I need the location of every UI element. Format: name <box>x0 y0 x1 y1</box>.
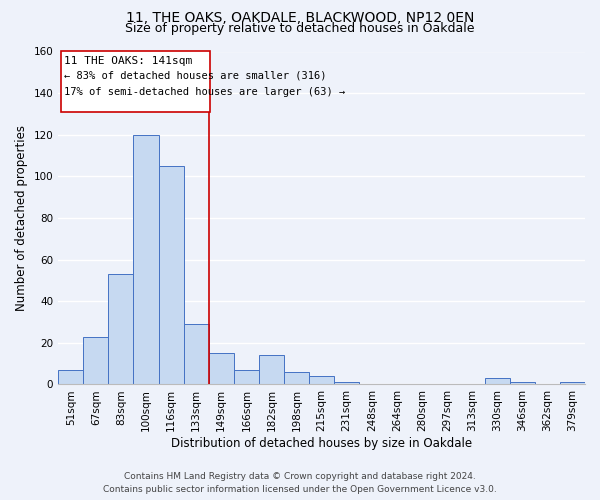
Bar <box>560 382 585 384</box>
Bar <box>58 370 83 384</box>
Bar <box>209 353 234 384</box>
Bar <box>510 382 535 384</box>
FancyBboxPatch shape <box>61 52 210 112</box>
Text: Size of property relative to detached houses in Oakdale: Size of property relative to detached ho… <box>125 22 475 35</box>
X-axis label: Distribution of detached houses by size in Oakdale: Distribution of detached houses by size … <box>171 437 472 450</box>
Text: 11 THE OAKS: 141sqm: 11 THE OAKS: 141sqm <box>64 56 193 66</box>
Bar <box>184 324 209 384</box>
Bar <box>234 370 259 384</box>
Bar <box>109 274 133 384</box>
Bar <box>259 356 284 384</box>
Bar <box>309 376 334 384</box>
Text: Contains HM Land Registry data © Crown copyright and database right 2024.
Contai: Contains HM Land Registry data © Crown c… <box>103 472 497 494</box>
Bar <box>334 382 359 384</box>
Bar <box>485 378 510 384</box>
Text: ← 83% of detached houses are smaller (316): ← 83% of detached houses are smaller (31… <box>64 70 327 80</box>
Text: 17% of semi-detached houses are larger (63) →: 17% of semi-detached houses are larger (… <box>64 87 346 97</box>
Bar <box>133 134 158 384</box>
Bar <box>158 166 184 384</box>
Text: 11, THE OAKS, OAKDALE, BLACKWOOD, NP12 0EN: 11, THE OAKS, OAKDALE, BLACKWOOD, NP12 0… <box>126 11 474 25</box>
Bar <box>83 336 109 384</box>
Bar <box>284 372 309 384</box>
Y-axis label: Number of detached properties: Number of detached properties <box>15 125 28 311</box>
